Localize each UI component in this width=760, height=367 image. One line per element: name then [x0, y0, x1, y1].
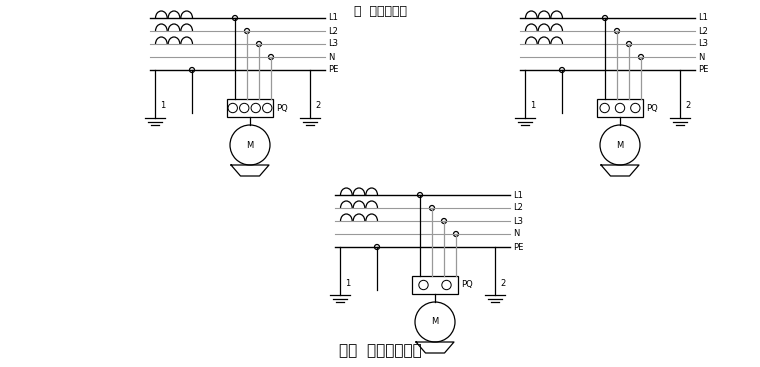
Text: M: M: [616, 141, 624, 149]
Text: 1: 1: [530, 102, 535, 110]
Text: 1: 1: [160, 102, 165, 110]
Text: PE: PE: [513, 243, 524, 251]
Text: N: N: [513, 229, 519, 239]
Text: 图二  漏电接线示意: 图二 漏电接线示意: [339, 343, 421, 358]
Text: L3: L3: [328, 40, 338, 48]
Bar: [412, 276, 458, 294]
Text: N: N: [328, 52, 334, 62]
Text: 2: 2: [500, 279, 505, 287]
Bar: [227, 99, 273, 117]
Text: L1: L1: [698, 14, 708, 22]
Text: L2: L2: [513, 203, 523, 212]
Text: PQ: PQ: [276, 103, 288, 113]
Text: PQ: PQ: [461, 280, 473, 290]
Text: N: N: [698, 52, 705, 62]
Text: L3: L3: [513, 217, 523, 225]
Text: 2: 2: [685, 102, 690, 110]
Text: PE: PE: [328, 65, 338, 75]
Text: L2: L2: [328, 26, 338, 36]
Text: M: M: [432, 317, 439, 327]
Text: L1: L1: [513, 190, 523, 200]
Text: 图  漏电接线图: 图 漏电接线图: [353, 5, 407, 18]
Text: L3: L3: [698, 40, 708, 48]
Text: 2: 2: [315, 102, 320, 110]
Text: L1: L1: [328, 14, 338, 22]
Text: L2: L2: [698, 26, 708, 36]
Text: PQ: PQ: [646, 103, 657, 113]
Text: 1: 1: [345, 279, 350, 287]
Bar: [597, 99, 643, 117]
Text: M: M: [246, 141, 254, 149]
Text: PE: PE: [698, 65, 708, 75]
